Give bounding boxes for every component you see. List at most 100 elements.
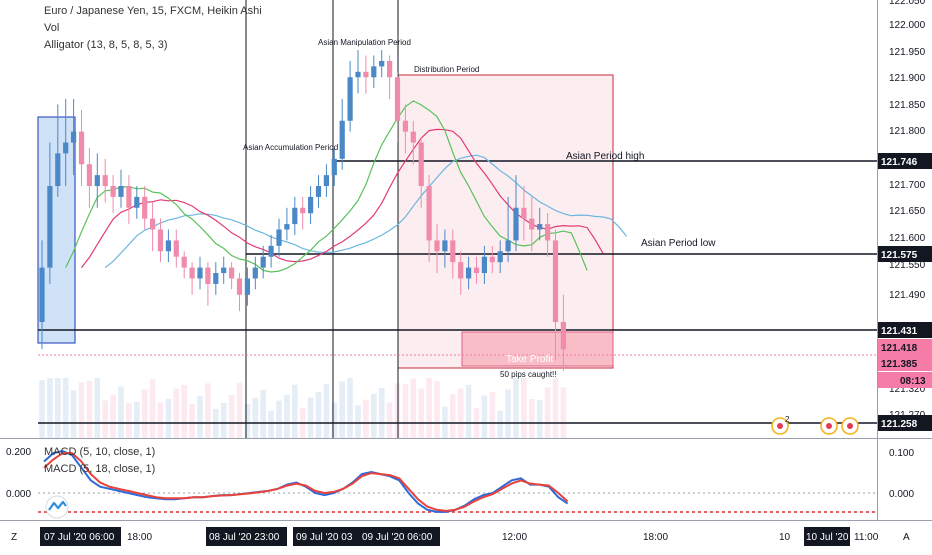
time-highlight-bg [293,527,359,546]
volume-bar [284,394,290,438]
price-tag-label: 08:13 [900,376,926,387]
candle-body [236,278,243,295]
time-axis[interactable]: Z A 18:00 12:00 18:00 10 11:00 07 Jul '2… [11,527,910,546]
candles [39,50,566,371]
candle-body [442,240,448,252]
candle-body [560,321,566,350]
candle-body [450,240,456,263]
candle-body [213,273,219,284]
candle-body [466,267,472,279]
macd-signal-line [43,452,569,512]
alligator-indicator-label[interactable]: Alligator (13, 8, 5, 8, 5, 3) [44,39,168,51]
volume-bar [126,403,132,438]
price-tick: 122.050 [889,0,926,7]
event-marker-dot [847,423,853,429]
candle-body [426,186,432,241]
candle-body [39,267,45,322]
price-tick: 122.000 [889,20,926,31]
volume-bar [189,403,195,438]
auto-scale-button[interactable]: A [903,532,910,543]
volume-bar [268,410,274,438]
time-label: 18:00 [127,532,152,543]
time-highlight-label: 09 Jul '20 03 [296,532,353,543]
volume-bar [489,392,496,438]
symbol-title[interactable]: Euro / Japanese Yen, 15, FXCM, Heikin As… [44,5,262,17]
macd-left-tick: 0.200 [6,447,31,458]
candle-body [323,175,329,187]
candle-body [394,77,401,121]
macd-line2-label[interactable]: MACD (5, 18, close, 1) [44,463,156,475]
candle-body [205,267,211,284]
candle-body [308,196,314,214]
candle-body [363,71,369,78]
volume-bar [315,391,322,438]
macd-line1-label[interactable]: MACD (5, 10, close, 1) [44,446,156,458]
volume-bar [497,410,503,438]
distribution-zone [397,74,614,369]
zoom-left-button[interactable]: Z [11,532,17,543]
volume-bar [339,381,345,438]
candle-body [545,224,551,241]
price-tick: 121.800 [889,126,926,137]
candle-body [387,60,393,78]
time-label: 10 [779,532,791,543]
level-lines [38,160,877,424]
candle-body [339,120,345,159]
volume-bar [78,382,85,438]
candle-body [134,196,140,208]
candle-body [181,256,187,268]
volume-bar [378,388,385,438]
macd-axis-left: 0.200 0.000 [6,447,31,500]
candle-body [473,267,480,274]
price-tick: 121.650 [889,206,926,217]
candle-body [165,240,171,252]
volume-bar [197,395,203,438]
volume-bar [244,403,251,438]
candle-body [94,175,100,187]
volume-bar [418,388,424,438]
time-label: 18:00 [643,532,668,543]
candle-body [434,240,440,252]
candle-body [552,240,559,322]
price-tag [878,339,932,355]
event-marker-dot [826,423,832,429]
volume-bar [39,380,45,438]
candle-body [458,262,464,279]
price-tag-label: 121.258 [881,419,918,430]
candle-body [126,186,132,208]
candle-body [276,229,282,246]
vol-indicator-label[interactable]: Vol [44,22,60,34]
volume-bar [157,402,164,438]
event-markers[interactable]: 2 [771,415,859,435]
price-tag-label: 121.385 [881,359,918,370]
pips-label: 50 pips caught!! [500,370,556,379]
macd-left-tick: 0.000 [6,489,31,500]
time-highlight-bg [359,527,440,546]
candle-body [410,131,416,143]
price-tag [878,415,932,431]
event-badge: 2 [785,415,790,424]
candle-body [71,131,77,143]
candle-body [292,207,298,225]
candle-body [244,278,250,295]
macd-logo[interactable] [45,495,69,519]
candle-body [331,158,337,176]
asian-high-label: Asian Period high [566,151,644,162]
volume-bar [552,378,559,438]
price-axis[interactable]: 122.050 122.000 121.950 121.900 121.850 121.8… [878,0,932,431]
alligator-lips-line [65,100,588,273]
volume-bar [181,385,187,438]
volume-bar [236,382,243,438]
alligator-jaw-line [104,154,628,269]
candle-body [537,224,543,230]
volume-bar [220,403,227,438]
price-tick: 121.950 [889,47,926,58]
event-marker-dot [777,423,783,429]
price-tag [878,246,932,262]
volume-bar [252,397,259,438]
volume-bar [47,378,53,438]
candle-body [63,142,69,154]
volume-bar [260,389,266,438]
candle-body [347,77,353,121]
